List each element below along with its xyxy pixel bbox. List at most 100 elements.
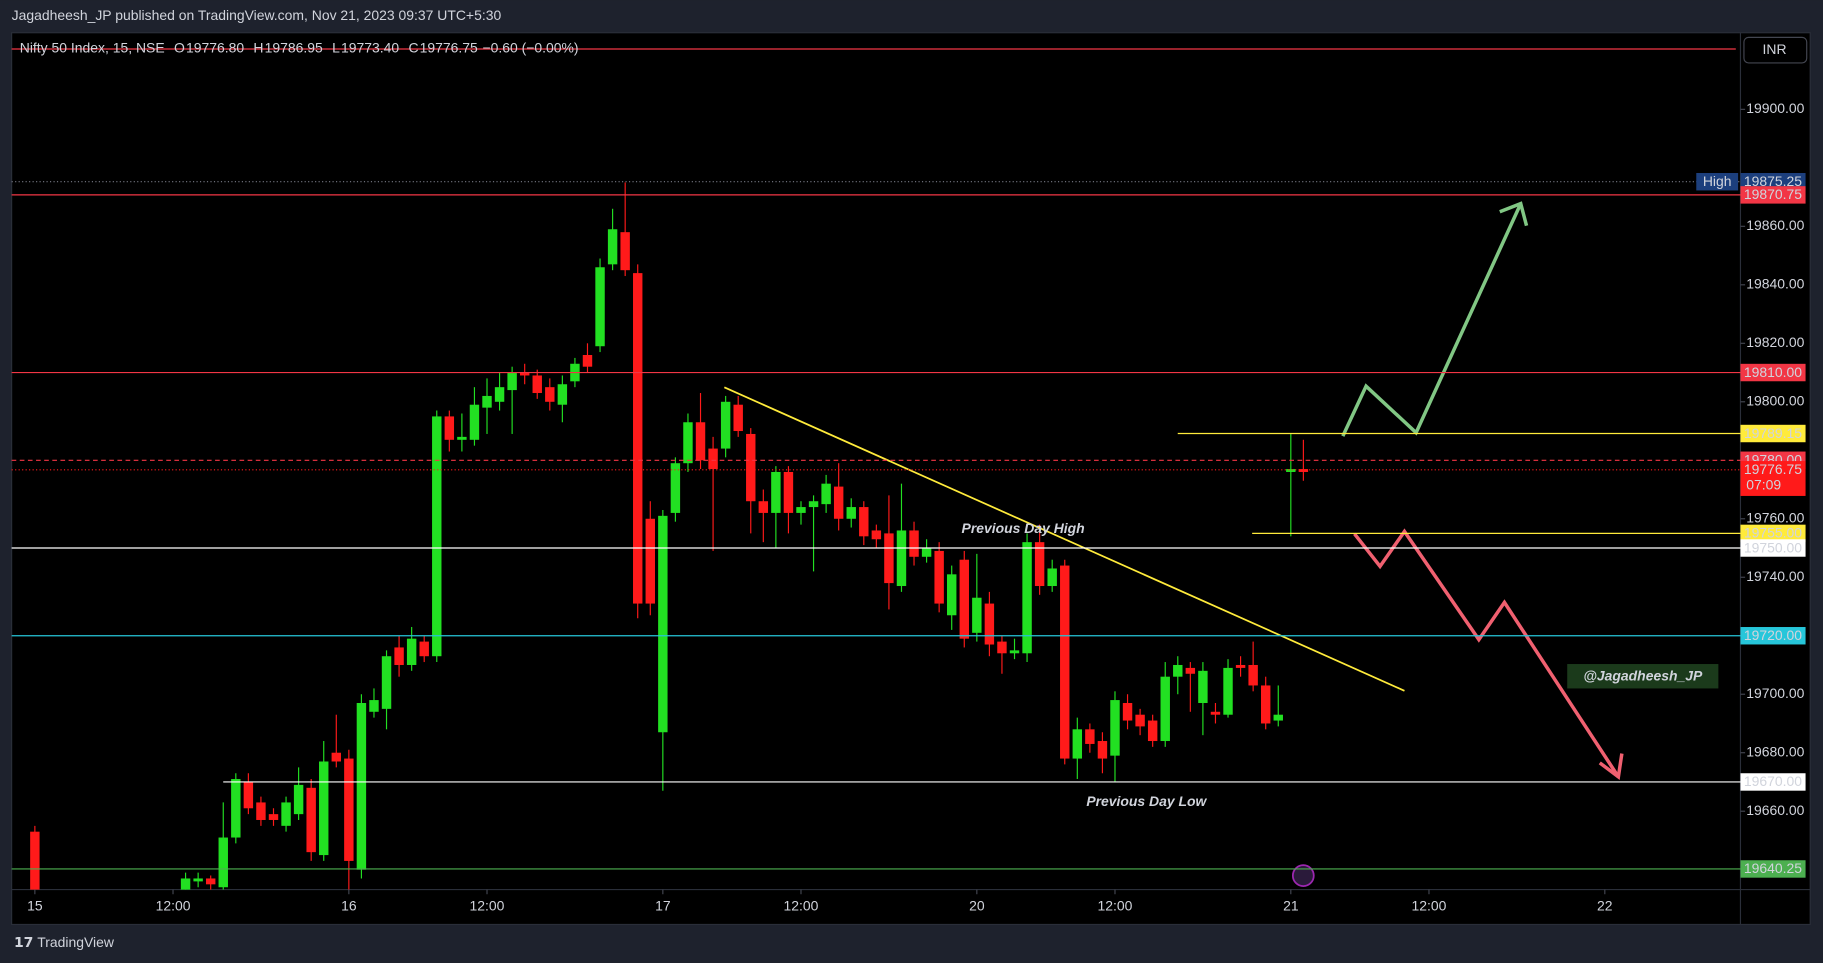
annotation: Previous Day High: [962, 520, 1085, 536]
legend-key: C: [408, 40, 418, 56]
y-tick-label: 19680.00: [1746, 743, 1804, 759]
high-tag-box: [1696, 173, 1739, 191]
candle-body: [670, 463, 681, 513]
y-tick-label: 19660.00: [1746, 802, 1804, 818]
candle-body: [356, 703, 367, 870]
candle-body: [268, 814, 279, 820]
candle-body: [1072, 729, 1083, 759]
price-level-label-box: [1740, 627, 1806, 645]
bear-arrow-head: [1598, 753, 1624, 780]
y-tick-label: 19700.00: [1746, 685, 1804, 701]
candle-body: [1160, 676, 1170, 742]
y-tick-label: 19740.00: [1746, 568, 1804, 584]
price-level-label-box: [1740, 363, 1806, 382]
y-tick-label: 19800.00: [1746, 392, 1804, 408]
candle-body: [1034, 542, 1045, 587]
candle-body: [180, 878, 191, 890]
candle-body: [306, 787, 316, 853]
legend-value: 19786.95: [265, 40, 323, 56]
price-level-label: 19875.25: [1744, 173, 1802, 189]
candle-body: [1173, 664, 1183, 677]
x-tick-label: 21: [1283, 898, 1299, 914]
legend-value: 19776.75: [420, 40, 478, 56]
drawings: Previous Day High Previous Day Low @Jaga…: [723, 201, 1719, 887]
x-tick-label: 15: [27, 898, 43, 914]
candle-body: [444, 416, 455, 440]
candle-body: [1097, 741, 1108, 759]
x-tick-label: 16: [341, 898, 357, 914]
candle-body: [846, 507, 856, 519]
candle-body: [833, 486, 844, 519]
candle-body: [1085, 729, 1095, 744]
candle-body: [557, 384, 568, 405]
event-icon[interactable]: [1291, 864, 1315, 887]
x-tick-label: 12:00: [784, 898, 819, 914]
candle-body: [419, 641, 429, 657]
currency-button[interactable]: [1743, 36, 1808, 64]
candle-body: [1210, 711, 1221, 715]
x-tick-label: 12:00: [1098, 898, 1133, 914]
candle-body: [645, 518, 655, 604]
candle-body: [1122, 703, 1133, 721]
trend-line: [723, 386, 1405, 692]
candle-body: [406, 638, 417, 665]
legend-key: H: [253, 40, 263, 56]
price-level-label: 19755.00: [1744, 525, 1802, 541]
candle-body: [607, 229, 618, 265]
countdown: 07:09: [1746, 477, 1781, 493]
price-level-label-box: [1740, 539, 1806, 557]
candle-body: [1223, 667, 1233, 715]
candle-body: [344, 758, 354, 861]
x-tick-label: 20: [969, 898, 985, 914]
bull-arrow: [1341, 202, 1523, 437]
candle-body: [808, 501, 819, 508]
price-level-label-box: [1740, 773, 1806, 791]
price-level-label: 19776.75: [1744, 461, 1802, 477]
candle-body: [381, 656, 392, 709]
candle-body: [595, 267, 605, 347]
candle-body: [319, 761, 329, 856]
legend-change: −0.60 (−0.00%): [482, 40, 578, 56]
candle-body: [256, 802, 266, 820]
header: Jagadheesh_JP published on TradingView.c…: [12, 7, 502, 23]
candle-body: [1009, 650, 1020, 654]
candle-body: [218, 837, 228, 888]
candle-body: [658, 515, 668, 733]
candle-body: [1047, 568, 1057, 587]
x-tick-label: 12:00: [156, 898, 191, 914]
x-tick-label: 17: [655, 898, 671, 914]
candle-body: [796, 507, 806, 513]
candle-body: [758, 501, 769, 513]
x-tick-label: 22: [1597, 898, 1613, 914]
price-level-label: 19750.00: [1744, 539, 1802, 555]
price-level-label: 19810.00: [1744, 364, 1802, 380]
watermark: @Jagadheesh_JP: [1583, 668, 1703, 684]
candle-body: [582, 354, 593, 367]
candle-body: [1147, 720, 1158, 742]
price-level-label-box: [1740, 524, 1806, 543]
x-tick-label: 12:00: [1412, 898, 1447, 914]
legend-key: O: [174, 40, 185, 56]
price-level-label-box: [1740, 186, 1806, 204]
candle-body: [720, 401, 731, 449]
price-level-label-box: [1740, 461, 1806, 496]
x-tick-label: 12:00: [470, 898, 505, 914]
candle-body: [871, 530, 882, 540]
candle-body: [281, 802, 291, 826]
candle-body: [1185, 667, 1196, 674]
candle-body: [519, 372, 530, 376]
candle-body: [972, 597, 982, 633]
candle-body: [331, 752, 342, 762]
candle-body: [997, 641, 1007, 654]
price-level-label-box: [1740, 173, 1806, 191]
candle-body: [394, 647, 404, 665]
candle-body: [821, 483, 831, 505]
price-level-label: 19870.75: [1744, 186, 1802, 202]
currency[interactable]: INR: [1763, 41, 1787, 57]
candle-body: [934, 550, 944, 604]
candle-body: [243, 781, 254, 809]
candle-body: [633, 273, 643, 604]
y-tick-label: 19820.00: [1746, 334, 1804, 350]
chart-area: [11, 32, 1811, 926]
